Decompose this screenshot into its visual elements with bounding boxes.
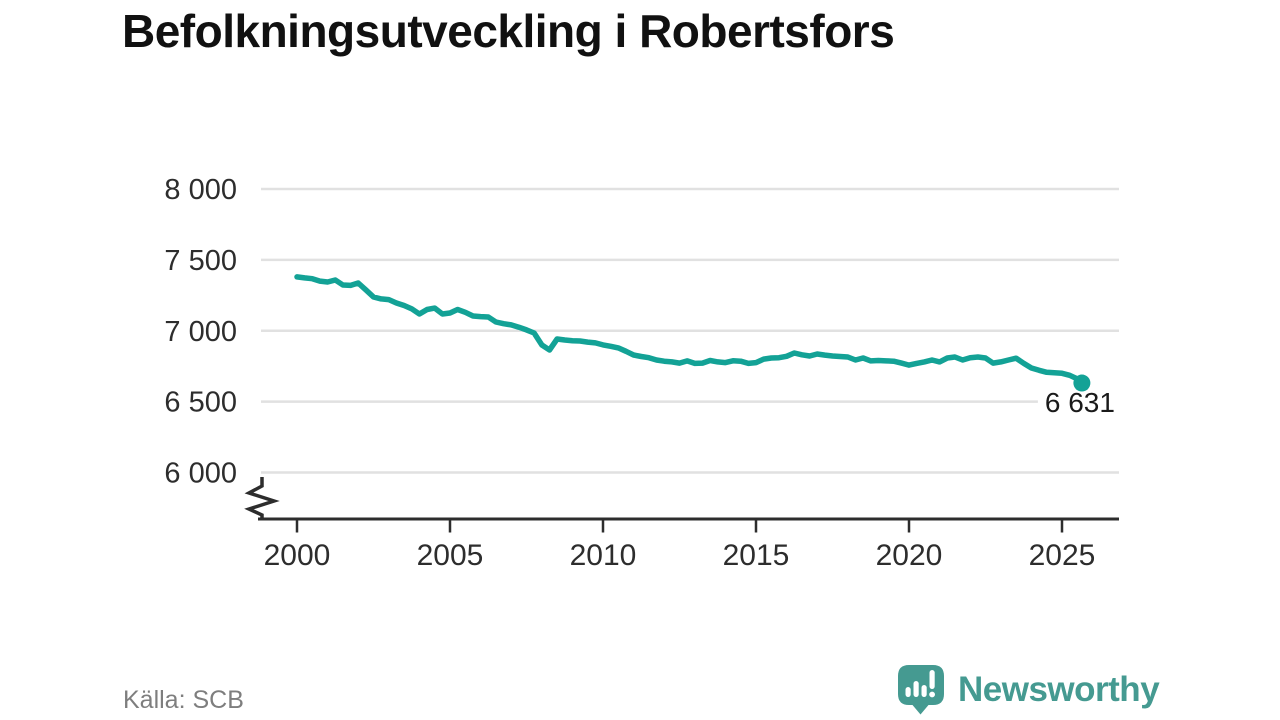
x-tick-label: 2020 <box>876 539 943 572</box>
source-note: Källa: SCB <box>123 686 244 714</box>
newsworthy-branding: Newsworthy <box>896 663 1160 716</box>
y-tick-label: 6 000 <box>164 458 237 490</box>
bar-icon <box>913 681 919 697</box>
x-tick-label: 2010 <box>570 539 637 572</box>
brand-name: Newsworthy <box>958 669 1160 709</box>
y-tick-label: 6 500 <box>164 387 237 419</box>
bar-icon <box>905 687 911 697</box>
end-point-marker <box>1073 374 1091 392</box>
x-tick-label: 2025 <box>1029 539 1096 572</box>
axis-break-icon <box>244 477 280 519</box>
x-tick-label: 2000 <box>264 539 331 572</box>
page-title: Befolkningsutveckling i Robertsfors <box>122 5 895 57</box>
exclamation-icon <box>929 670 935 689</box>
y-tick-label: 7 000 <box>164 316 237 348</box>
bar-icon <box>921 685 927 697</box>
end-value-label: 6 631 <box>1045 387 1115 418</box>
newsworthy-logo-icon <box>898 665 944 715</box>
x-tick-label: 2015 <box>723 539 790 572</box>
x-tick-label: 2005 <box>417 539 484 572</box>
population-line <box>294 274 1085 386</box>
end-label-mask <box>1037 388 1124 417</box>
y-tick-label: 8 000 <box>164 174 237 206</box>
y-tick-label: 7 500 <box>164 245 237 277</box>
